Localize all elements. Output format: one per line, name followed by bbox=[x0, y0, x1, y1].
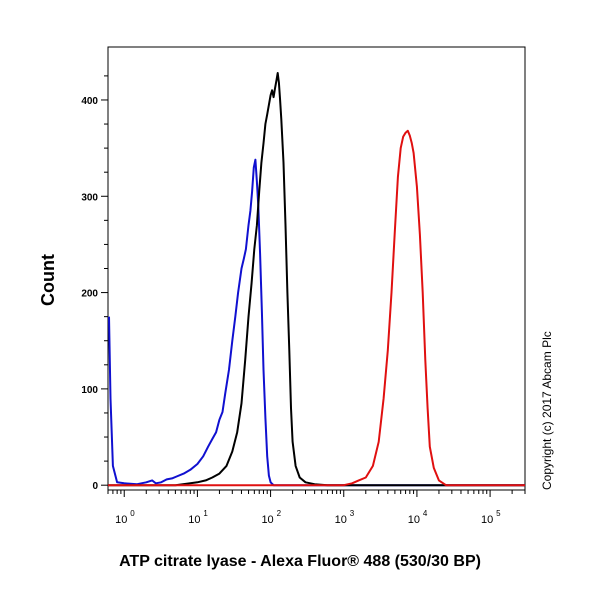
x-tick-exponent: 3 bbox=[350, 509, 355, 518]
series-layer bbox=[108, 72, 525, 487]
x-tick-label: 10 bbox=[335, 514, 347, 526]
x-tick-label: 10 bbox=[188, 514, 200, 526]
x-tick-exponent: 1 bbox=[203, 509, 208, 518]
y-tick-label: 0 bbox=[92, 481, 98, 492]
x-tick-exponent: 4 bbox=[423, 509, 428, 518]
copyright-annotation: Copyright (c) 2017 Abcam Plc bbox=[540, 331, 554, 490]
x-axis-label: ATP citrate lyase - Alexa Fluor® 488 (53… bbox=[119, 553, 481, 570]
plot-frame bbox=[107, 46, 526, 491]
y-tick-label: 100 bbox=[81, 385, 98, 396]
y-tick-label: 200 bbox=[81, 289, 98, 300]
y-tick-label: 400 bbox=[81, 96, 98, 107]
x-tick-exponent: 0 bbox=[130, 509, 135, 518]
x-tick-exponent: 5 bbox=[496, 509, 501, 518]
series-line-0 bbox=[108, 158, 525, 487]
plot-area bbox=[107, 46, 526, 491]
y-axis-label: Count bbox=[38, 254, 58, 306]
x-tick-exponent: 2 bbox=[277, 509, 282, 518]
x-tick-label: 10 bbox=[115, 514, 127, 526]
x-tick-label: 10 bbox=[481, 514, 493, 526]
x-tick-label: 10 bbox=[261, 514, 273, 526]
y-tick-label: 300 bbox=[81, 192, 98, 203]
series-line-1 bbox=[108, 72, 525, 487]
x-tick-label: 10 bbox=[408, 514, 420, 526]
series-line-2 bbox=[108, 129, 525, 487]
